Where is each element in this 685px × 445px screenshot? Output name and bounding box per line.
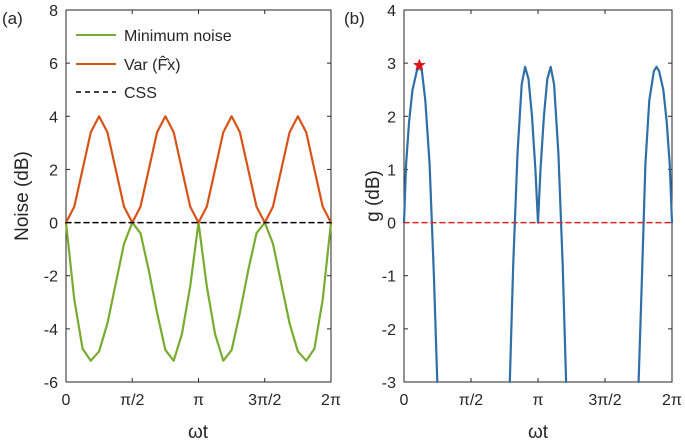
chart-b-y-tick-label: 4 xyxy=(387,3,396,20)
chart-b-y-tick-label: -2 xyxy=(382,322,396,339)
chart-b-y-tick-label: 3 xyxy=(387,56,396,73)
chart-a-y-tick-label: -6 xyxy=(44,375,58,392)
chart-a-y-tick-label: 8 xyxy=(49,3,58,20)
chart-b-series-g xyxy=(536,65,568,384)
chart-b-x-tick-label: 0 xyxy=(400,392,409,409)
chart-b-series-g xyxy=(637,65,674,384)
legend-label-var: Var (F̂̂x) xyxy=(124,54,181,74)
chart-a-series-var-f-x xyxy=(64,115,333,224)
chart-b-series-g xyxy=(402,65,439,384)
chart-a-y-tick-label: -2 xyxy=(44,269,58,286)
chart-b-y-axis-label: g (dB) xyxy=(363,170,384,222)
chart-a-x-tick-label: 3π/2 xyxy=(248,392,281,409)
chart-b-x-tick-label: π xyxy=(532,392,543,409)
chart-b-panel-label: (b) xyxy=(344,9,365,28)
chart-a-y-tick-label: 6 xyxy=(49,56,58,73)
chart-b: 0 π/2 π 3π/2 2π -3 -2 -1 0 1 2 3 4 (b) ωt g (dB) xyxy=(344,3,682,443)
chart-a-ticks: 0 π/2 π 3π/2 2π -6 -4 -2 0 2 4 6 8 xyxy=(44,3,341,409)
chart-b-x-tick-label: 2π xyxy=(662,392,682,409)
chart-b-x-tick-label: 3π/2 xyxy=(588,392,621,409)
chart-b-axes-box xyxy=(403,9,673,383)
chart-b-y-tick-label: 0 xyxy=(387,216,396,233)
chart-a-legend: Minimum noise Var (F̂̂x) CSS xyxy=(76,28,232,102)
chart-b-y-tick-label: -1 xyxy=(382,269,396,286)
chart-b-y-tick-label: -3 xyxy=(382,375,396,392)
chart-a-x-tick-label: π/2 xyxy=(120,392,144,409)
chart-b-x-axis-label: ωt xyxy=(528,422,549,443)
chart-a: 0 π/2 π 3π/2 2π -6 -4 -2 0 2 4 6 8 (a) ωt Noise (dB)… xyxy=(2,3,341,443)
chart-b-series-g xyxy=(508,65,540,384)
legend-label-minimum-noise: Minimum noise xyxy=(124,28,232,45)
chart-a-series xyxy=(64,115,333,362)
max-gain-star-marker xyxy=(412,58,426,71)
chart-b-x-tick-label: π/2 xyxy=(459,392,483,409)
chart-b-ticks: 0 π/2 π 3π/2 2π -3 -2 -1 0 1 2 3 4 xyxy=(382,3,682,409)
chart-a-panel-label: (a) xyxy=(2,9,23,28)
chart-b-series xyxy=(402,58,674,384)
chart-a-y-axis-label: Noise (dB) xyxy=(12,151,33,241)
chart-a-y-tick-label: -4 xyxy=(44,322,58,339)
chart-b-y-tick-label: 1 xyxy=(387,162,396,179)
chart-a-series-minimum-noise xyxy=(64,221,333,362)
chart-a-x-tick-label: 2π xyxy=(321,392,341,409)
chart-a-y-tick-label: 4 xyxy=(49,109,58,126)
chart-a-y-tick-label: 2 xyxy=(49,162,58,179)
chart-a-y-tick-label: 0 xyxy=(49,216,58,233)
chart-b-y-tick-label: 2 xyxy=(387,109,396,126)
chart-a-x-axis-label: ωt xyxy=(188,422,209,443)
chart-a-x-tick-label: 0 xyxy=(62,392,71,409)
chart-a-x-tick-label: π xyxy=(193,392,204,409)
legend-label-css: CSS xyxy=(124,85,157,102)
